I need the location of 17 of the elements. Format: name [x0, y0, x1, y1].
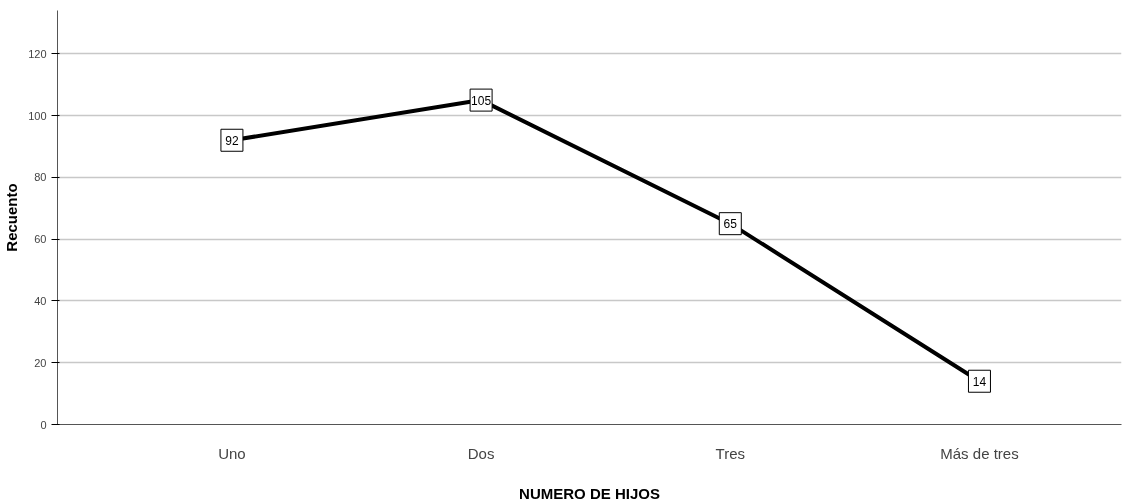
y-tick-label: 60	[34, 233, 47, 246]
x-tick-label: Uno	[218, 444, 246, 462]
y-tick-label: 0	[40, 418, 47, 431]
x-axis-title: NUMERO DE HIJOS	[519, 484, 660, 502]
data-label: 92	[225, 133, 239, 148]
x-tick-label: Más de tres	[940, 444, 1019, 462]
y-axis-title: Recuento	[3, 183, 21, 252]
x-tick-label: Dos	[467, 444, 495, 462]
y-tick-label: 40	[34, 294, 47, 307]
y-tick-label: 80	[34, 171, 47, 184]
y-tick-label: 120	[28, 47, 47, 60]
data-label: 105	[471, 93, 492, 108]
data-label: 14	[972, 374, 987, 389]
data-label: 65	[723, 217, 738, 232]
y-tick-label: 20	[34, 356, 47, 369]
y-tick-label: 100	[28, 109, 47, 122]
x-tick-label: Tres	[715, 444, 746, 462]
